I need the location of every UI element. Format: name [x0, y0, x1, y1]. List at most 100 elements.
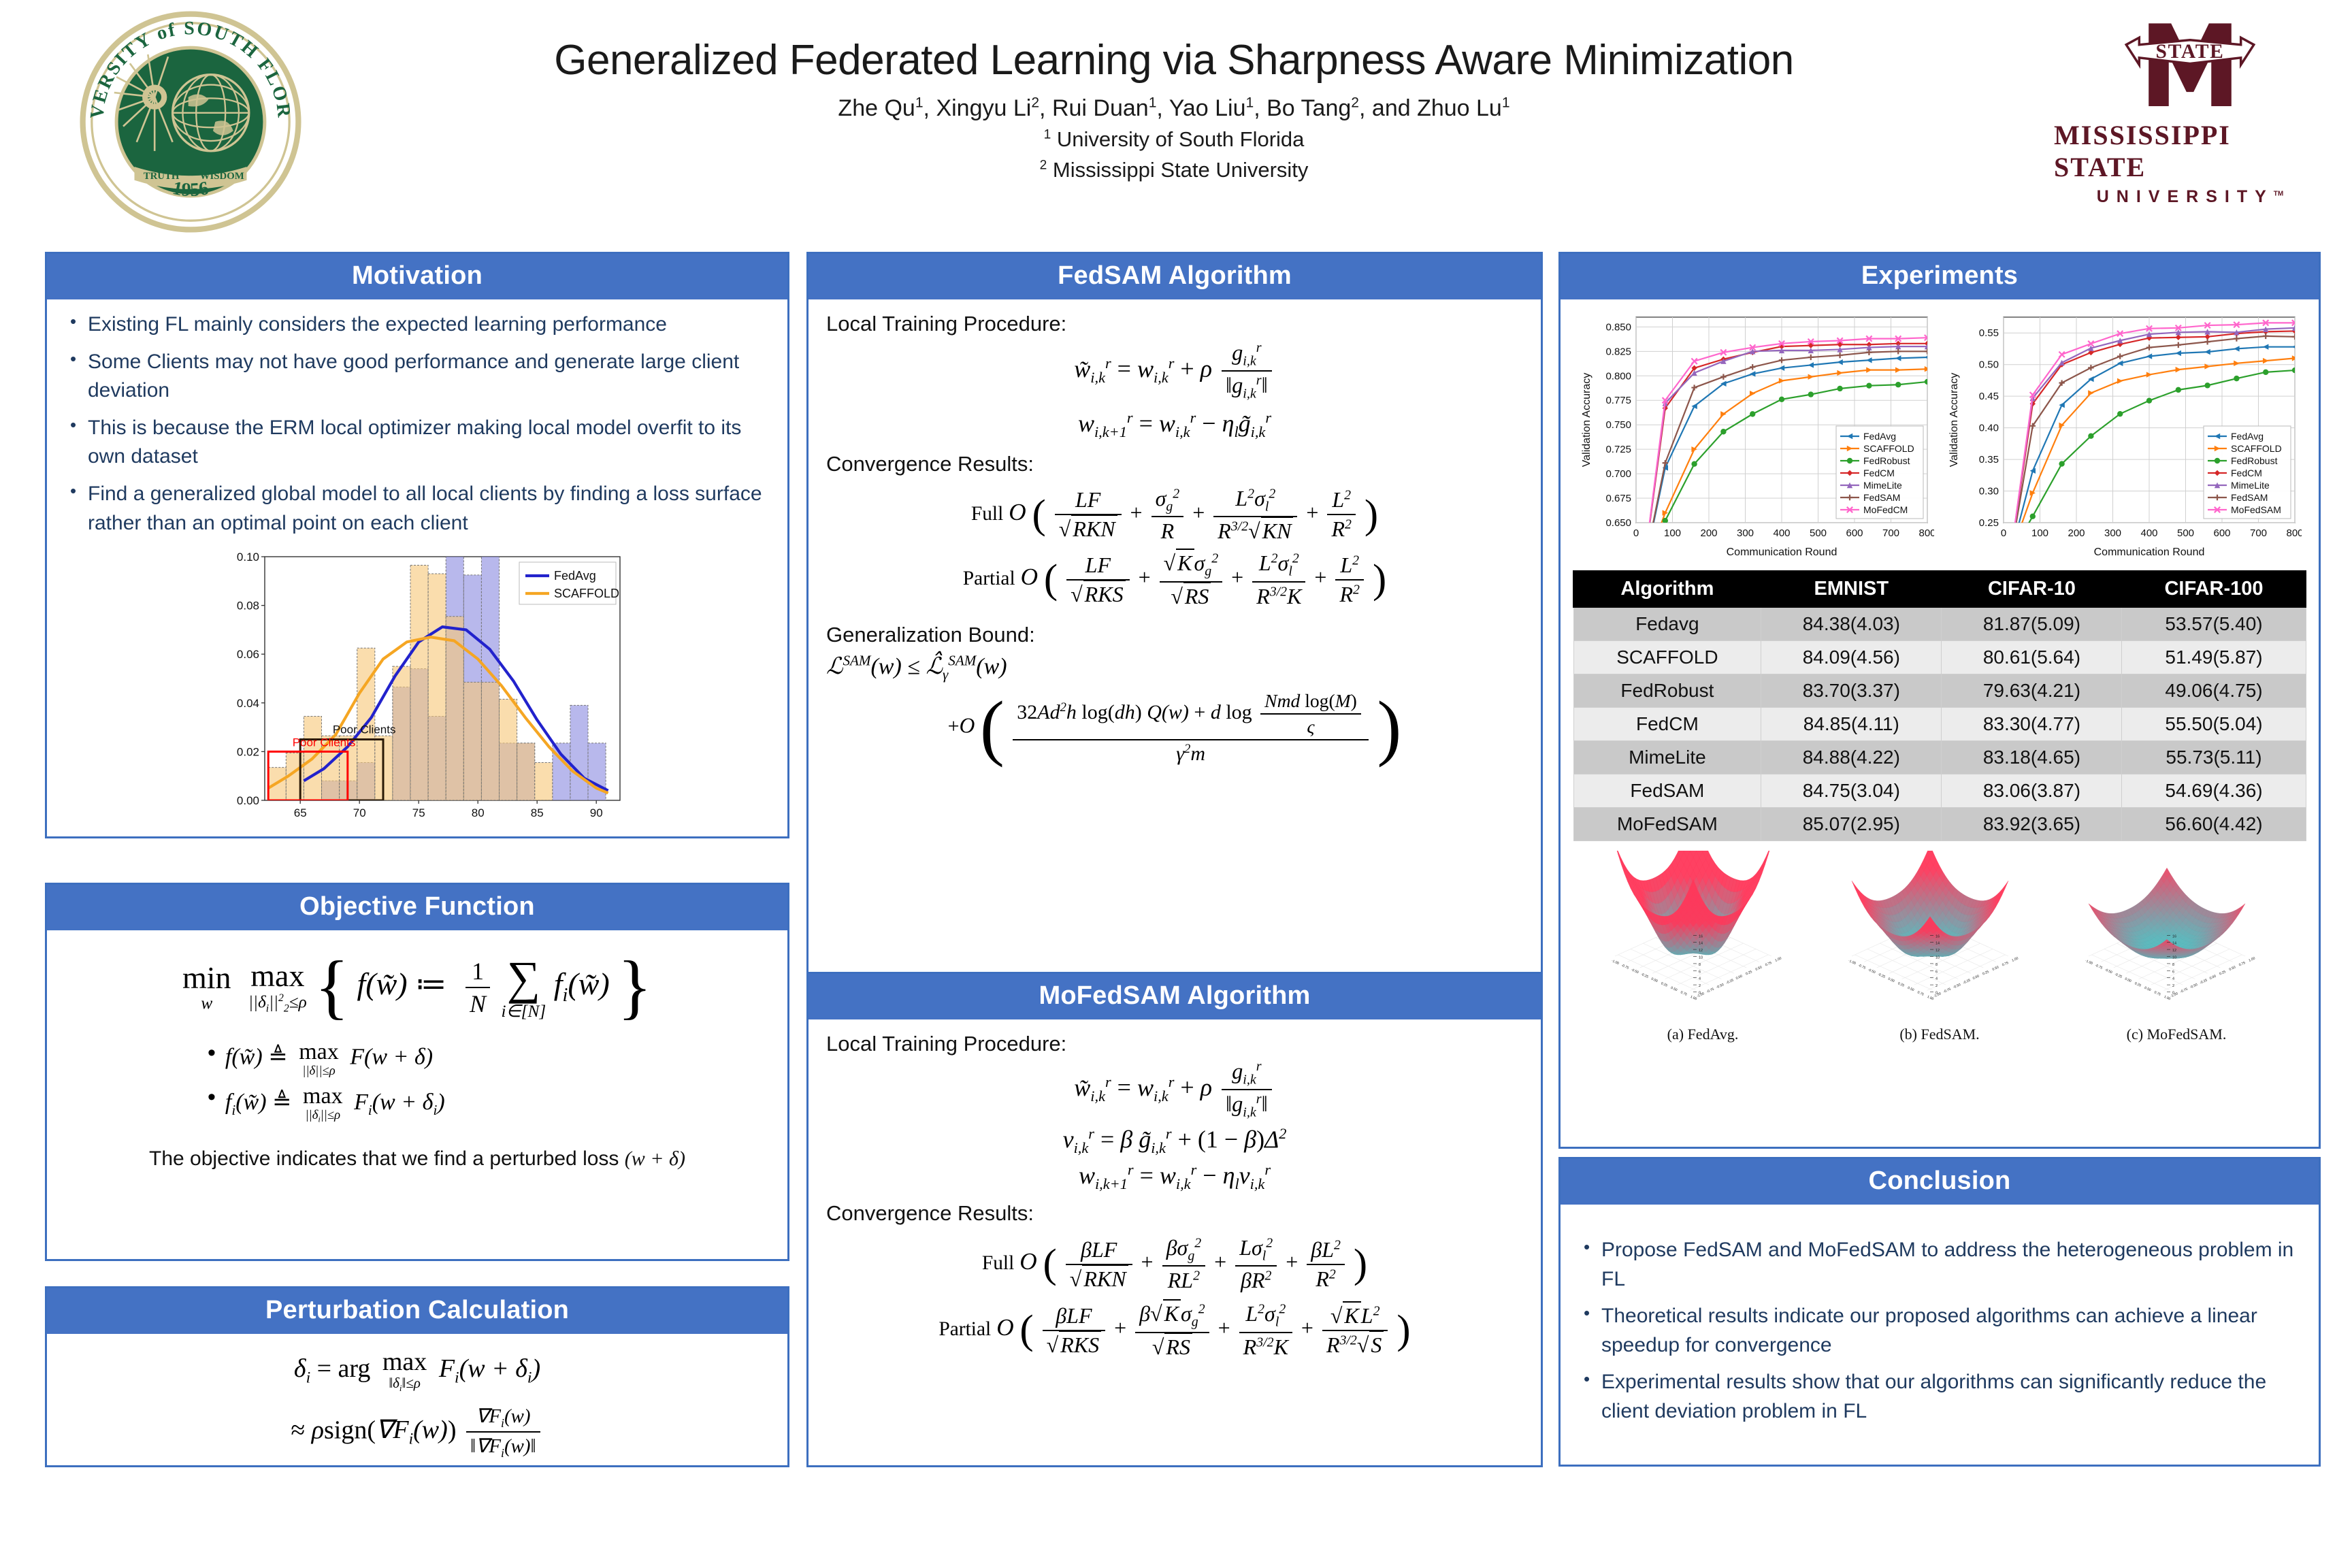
mofedsam-equation-1: w̃i,kr = wi,kr + ρ gi,kr ‖gi,kr‖ [826, 1059, 1523, 1121]
svg-text:12: 12 [2172, 949, 2176, 953]
svg-text:1.00: 1.00 [1927, 995, 1935, 1002]
svg-text:0.50: 0.50 [1907, 986, 1915, 993]
svg-text:75: 75 [412, 806, 425, 819]
loss-surface-fedavg: 0 2 4 6 8 10 12 14 16 -1.00 -1.00 -0.75 -0.75 -0.50 -0… [1587, 807, 1818, 1024]
svg-text:0: 0 [2172, 992, 2174, 996]
svg-text:8: 8 [1936, 963, 1938, 967]
svg-text:-0.25: -0.25 [1725, 978, 1734, 985]
svg-text:10: 10 [2172, 956, 2176, 960]
mofedsam-convergence-label: Convergence Results: [826, 1200, 1034, 1225]
svg-text:-0.75: -0.75 [1943, 987, 1952, 994]
svg-text:FedAvg: FedAvg [2231, 431, 2264, 442]
affiliation-2: 2 Mississippi State University [1039, 158, 1309, 182]
svg-text:65: 65 [294, 806, 307, 819]
table-header-cell: Algorithm [1573, 570, 1762, 608]
table-cell: FedCM [1573, 707, 1762, 741]
experiment-chart-cifar10: 0.650 0.675 0.700 0.725 0.750 0.775 0.800 0.825… [1578, 309, 1936, 561]
svg-text:500: 500 [2177, 527, 2194, 539]
svg-text:-0.50: -0.50 [1867, 968, 1876, 975]
svg-text:80: 80 [472, 806, 485, 819]
svg-text:0.850: 0.850 [1605, 321, 1631, 333]
table-cell: SCAFFOLD [1573, 640, 1762, 674]
svg-text:12: 12 [1936, 949, 1940, 953]
mofedsam-partial-bound: Partial O ( βLF √RKS + β√Kσg2 √RS + L2σl… [826, 1299, 1523, 1359]
svg-text:MoFedCM: MoFedCM [1863, 504, 1908, 515]
svg-text:FedRobust: FedRobust [2231, 455, 2278, 466]
svg-text:300: 300 [1737, 527, 1754, 539]
table-cell: 79.63(4.21) [1941, 674, 2123, 708]
svg-text:6: 6 [1699, 970, 1701, 974]
svg-text:2: 2 [2172, 984, 2174, 988]
table-cell: MoFedSAM [1573, 807, 1762, 841]
svg-text:0.50: 0.50 [1992, 965, 2000, 972]
svg-text:-0.75: -0.75 [2094, 964, 2103, 970]
svg-text:-0.75: -0.75 [1857, 964, 1866, 970]
svg-text:1.00: 1.00 [2163, 995, 2172, 1002]
svg-text:0.50: 0.50 [1979, 359, 1999, 371]
table-cell: 55.50(5.04) [2121, 707, 2306, 741]
table-header-cell: CIFAR-100 [2121, 570, 2307, 608]
title-block: Generalized Federated Learning via Sharp… [340, 37, 2008, 186]
mofedsam-title: MoFedSAM Algorithm [808, 974, 1541, 1019]
table-row: SCAFFOLD 84.09(4.56) 80.61(5.64) 51.49(5.87… [1573, 640, 2306, 674]
svg-text:Validation Accuracy: Validation Accuracy [1581, 373, 1592, 467]
svg-text:70: 70 [353, 806, 366, 819]
svg-text:0.675: 0.675 [1605, 493, 1631, 504]
svg-text:8: 8 [1699, 963, 1701, 967]
svg-text:0.00: 0.00 [1650, 977, 1659, 984]
svg-text:MoFedSAM: MoFedSAM [2231, 504, 2281, 515]
fedsam-full-bound: Full O ( LF √RKN + σg2 R + L2σl2 R3/2√KN… [970, 485, 1379, 544]
mofedsam-panel: MoFedSAM Algorithm Local Training Proced… [806, 972, 1543, 1467]
svg-text:0.00: 0.00 [2124, 977, 2132, 984]
fedsam-generalization-label: Generalization Bound: [826, 622, 1035, 647]
list-item: Theoretical results indicate our propose… [1578, 1301, 2301, 1360]
svg-text:-0.50: -0.50 [2189, 983, 2198, 990]
svg-text:0.02: 0.02 [237, 746, 259, 759]
svg-text:FedCM: FedCM [2231, 468, 2262, 478]
conclusion-bullets: Propose FedSAM and MoFedSAM to address t… [1578, 1235, 2301, 1426]
table-row: FedRobust 83.70(3.37) 79.63(4.21) 49.06(4.7… [1573, 674, 2306, 708]
svg-text:12: 12 [1699, 949, 1703, 953]
svg-text:SCAFFOLD: SCAFFOLD [554, 587, 619, 600]
table-cell: 83.30(4.77) [1941, 707, 2123, 741]
svg-text:MimeLite: MimeLite [1863, 480, 1902, 491]
table-cell: 49.06(4.75) [2121, 674, 2306, 708]
table-cell: 51.49(5.87) [2121, 640, 2306, 674]
svg-text:100: 100 [2031, 527, 2048, 539]
poster-header: TRUTH WISDOM UNIVERSITY of SOUTH FLORIDA… [0, 0, 2352, 245]
svg-text:90: 90 [590, 806, 603, 819]
fedsam-title: FedSAM Algorithm [808, 254, 1541, 299]
objective-function-panel: Objective Function min w max ||δi||22≤ρ {… [45, 883, 789, 1261]
svg-text:0.75: 0.75 [2153, 990, 2161, 997]
table-cell: 83.92(3.65) [1941, 807, 2123, 841]
fedsam-generalization-bound: +O ( 32Ad2h log(dh) Q(w) + d log Nmd log… [947, 686, 1402, 768]
svg-text:-0.75: -0.75 [1706, 987, 1715, 994]
figure-caption: (b) FedSAM. [1899, 1026, 1980, 1043]
svg-text:0.08: 0.08 [237, 600, 259, 612]
table-row: MimeLite 84.88(4.22) 83.18(4.65) 55.73(5.11… [1573, 740, 2306, 774]
svg-text:1956: 1956 [171, 178, 210, 201]
svg-text:16: 16 [2172, 934, 2176, 938]
svg-text:0.00: 0.00 [237, 794, 259, 807]
fedsam-generalization-equation: ℒSAM(w) ≤ ℒ̂γSAM(w) [826, 652, 1007, 683]
svg-text:0.55: 0.55 [1979, 327, 1999, 339]
svg-text:0.650: 0.650 [1605, 517, 1631, 529]
table-cell: 85.07(2.95) [1761, 807, 1942, 841]
fedsam-panel: FedSAM Algorithm Local Training Procedur… [806, 252, 1543, 975]
table-cell: 83.70(3.37) [1761, 674, 1942, 708]
svg-text:0.25: 0.25 [1982, 970, 1990, 977]
svg-text:2: 2 [1699, 984, 1701, 988]
figure-caption: (a) FedAvg. [1667, 1026, 1739, 1043]
svg-text:0.75: 0.75 [1680, 990, 1688, 997]
svg-text:WISDOM: WISDOM [200, 171, 244, 182]
perturbation-equation-1: δi = arg max ‖δi‖≤ρ Fi(w + δi) [293, 1348, 541, 1394]
svg-text:FedSAM: FedSAM [2231, 492, 2268, 503]
svg-text:0.00: 0.00 [1972, 975, 1980, 981]
svg-text:0.50: 0.50 [2144, 986, 2152, 993]
loss-surface-fedsam: 0 2 4 6 8 10 12 14 16 -1.00 -1.00 -0.75 -0.75 -0.50 -0… [1824, 845, 2055, 1024]
results-table: Algorithm EMNIST CIFAR-10 CIFAR-100 Feda… [1573, 570, 2307, 841]
fedsam-partial-bound: Partial O ( LF √RKS + √Kσg2 √RS + L2σl2 … [826, 549, 1523, 608]
table-cell: 81.87(5.09) [1941, 606, 2123, 641]
svg-text:1.00: 1.00 [2248, 956, 2256, 963]
svg-text:16: 16 [1699, 934, 1703, 938]
